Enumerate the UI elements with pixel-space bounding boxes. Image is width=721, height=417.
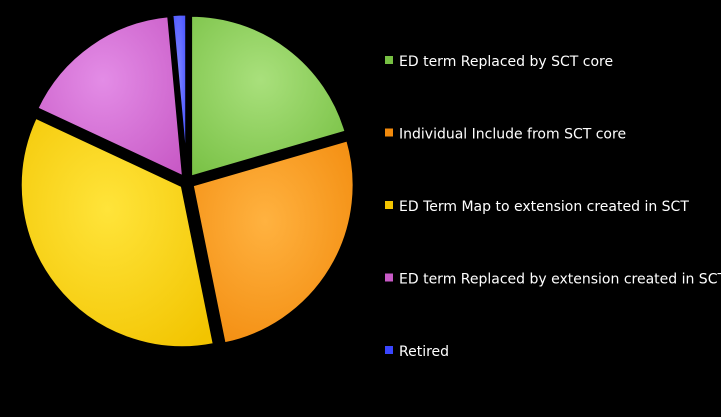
legend-label-ed-term-map-to-extension-created-in-sct: ED Term Map to extension created in SCT — [399, 199, 689, 215]
pie-slice-ed-term-map-to-extension-created-in-sct — [18, 115, 217, 350]
pie-slice-individual-include-from-sct-core — [190, 137, 356, 346]
pie-slice-ed-term-replaced-by-extension-created-in-sct — [34, 14, 186, 180]
pie-slices — [18, 12, 356, 350]
pie-slice-ed-term-replaced-by-sct-core — [189, 13, 348, 180]
legend: ED term Replaced by SCT core Individual I… — [385, 54, 721, 360]
legend-label-retired: Retired — [399, 344, 449, 360]
legend-label-ed-term-replaced-by-sct-core: ED term Replaced by SCT core — [399, 54, 613, 70]
legend-swatch-retired — [385, 346, 393, 354]
legend-swatch-ed-term-map-to-extension-created-in-sct — [385, 201, 393, 209]
legend-label-individual-include-from-sct-core: Individual Include from SCT core — [399, 127, 626, 143]
legend-swatch-ed-term-replaced-by-extension-created-in-sct — [385, 273, 393, 282]
legend-swatch-individual-include-from-sct-core — [385, 128, 393, 137]
pie-slice-retired — [170, 12, 189, 177]
legend-swatch-ed-term-replaced-by-sct-core — [385, 56, 393, 64]
legend-label-ed-term-replaced-by-extension-created-in-sct: ED term Replaced by extension created in… — [399, 272, 721, 288]
